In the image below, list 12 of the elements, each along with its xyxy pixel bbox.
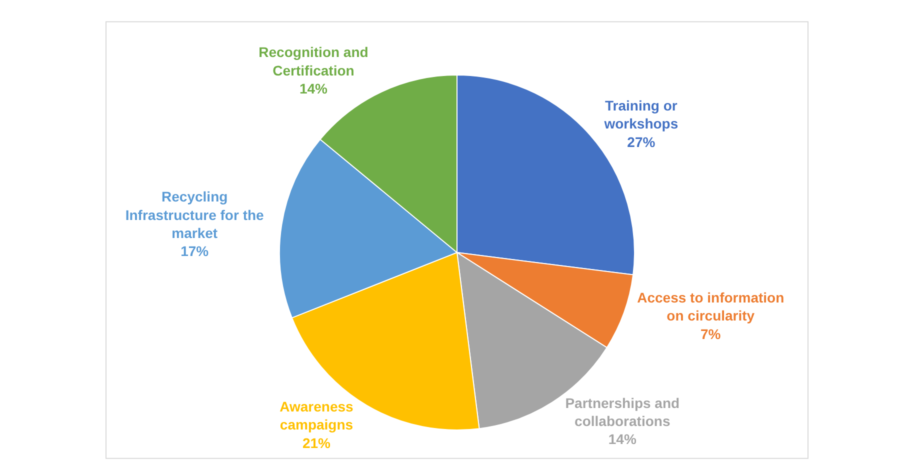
data-label: 7% [700, 326, 722, 342]
slice-label: Recycling Infrastructure for the market [125, 188, 264, 241]
slice-label: Training or workshops [603, 97, 678, 132]
data-label: 21% [302, 434, 332, 451]
data-label: 14% [299, 80, 328, 97]
slice-label: Access to information on circularity [637, 289, 784, 324]
slice-label: Partnerships and collaborations [565, 394, 680, 430]
data-label: 17% [180, 243, 210, 260]
data-label: 14% [608, 431, 637, 448]
data-label: 27% [627, 134, 656, 150]
slice-label: Recognition and Certification [258, 44, 368, 78]
slice-label: Awareness campaigns [280, 398, 354, 433]
